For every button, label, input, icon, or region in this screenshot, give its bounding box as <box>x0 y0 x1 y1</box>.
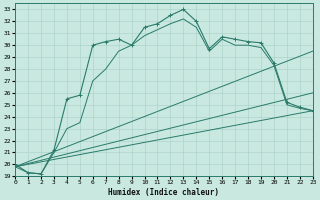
X-axis label: Humidex (Indice chaleur): Humidex (Indice chaleur) <box>108 188 220 197</box>
